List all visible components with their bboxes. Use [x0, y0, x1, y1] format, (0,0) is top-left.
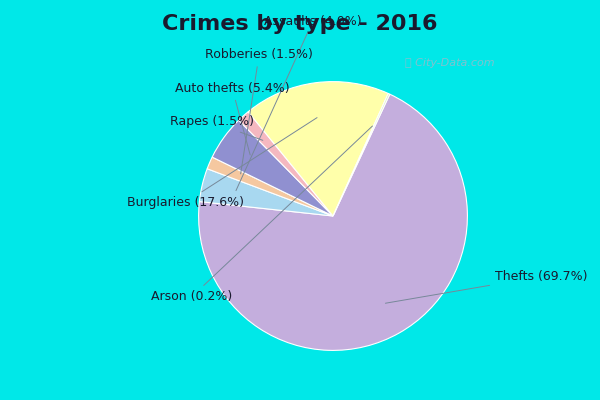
- Text: ⓘ City-Data.com: ⓘ City-Data.com: [404, 58, 494, 68]
- Wedge shape: [199, 169, 333, 216]
- Wedge shape: [239, 112, 333, 216]
- Text: Burglaries (17.6%): Burglaries (17.6%): [127, 118, 317, 209]
- Wedge shape: [248, 82, 388, 216]
- Text: Crimes by type - 2016: Crimes by type - 2016: [162, 14, 438, 34]
- Text: Thefts (69.7%): Thefts (69.7%): [385, 270, 587, 303]
- Text: Assaults (4.0%): Assaults (4.0%): [236, 15, 362, 190]
- Wedge shape: [199, 94, 467, 350]
- Wedge shape: [212, 120, 333, 216]
- Text: Robberies (1.5%): Robberies (1.5%): [205, 48, 313, 174]
- Text: Arson (0.2%): Arson (0.2%): [151, 126, 373, 303]
- Wedge shape: [333, 94, 390, 216]
- Text: Auto thefts (5.4%): Auto thefts (5.4%): [175, 82, 290, 155]
- Wedge shape: [207, 157, 333, 216]
- Text: Rapes (1.5%): Rapes (1.5%): [170, 116, 263, 140]
